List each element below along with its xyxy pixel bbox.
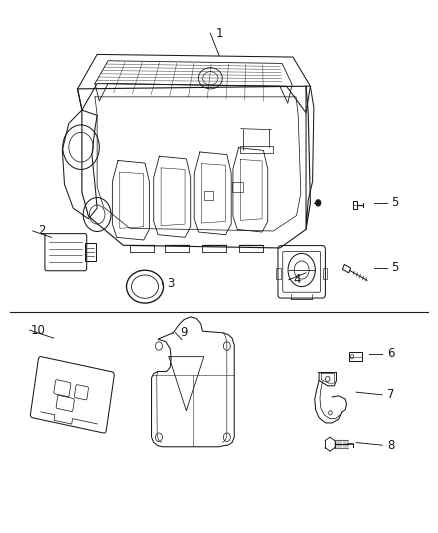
Text: 7: 7 xyxy=(387,389,395,401)
Text: 10: 10 xyxy=(31,324,46,337)
Text: 9: 9 xyxy=(180,326,188,340)
Text: 1: 1 xyxy=(215,27,223,39)
Text: 3: 3 xyxy=(167,278,175,290)
Bar xyxy=(204,191,213,200)
Bar xyxy=(349,352,362,361)
Bar xyxy=(353,201,357,209)
Bar xyxy=(240,146,272,153)
Bar xyxy=(323,268,327,279)
Text: 6: 6 xyxy=(387,348,395,360)
Text: 8: 8 xyxy=(387,439,395,451)
Text: 4: 4 xyxy=(293,273,301,286)
Circle shape xyxy=(316,200,321,206)
Bar xyxy=(85,243,96,262)
Text: 5: 5 xyxy=(392,196,399,209)
Text: 5: 5 xyxy=(392,261,399,274)
Bar xyxy=(276,268,281,279)
Bar xyxy=(232,182,243,192)
Text: 2: 2 xyxy=(38,224,45,238)
